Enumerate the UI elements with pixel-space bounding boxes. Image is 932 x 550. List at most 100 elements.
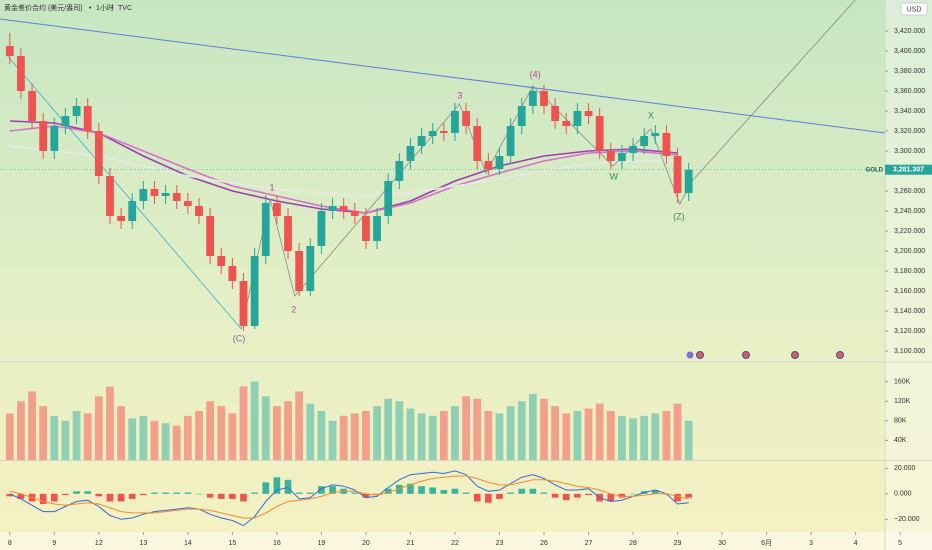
trendline bbox=[0, 18, 885, 134]
macd-histogram-bar bbox=[574, 493, 581, 498]
candle-body bbox=[395, 161, 404, 181]
symbol-title: 黄金差价合约 (美元/盎司) bbox=[4, 3, 83, 12]
candle-body bbox=[172, 193, 181, 201]
volume-bar bbox=[328, 420, 337, 460]
candle-body bbox=[50, 126, 59, 151]
candle-body bbox=[328, 206, 337, 211]
macd-histogram-bar bbox=[518, 488, 526, 494]
volume-bar bbox=[629, 418, 637, 460]
candle-body bbox=[28, 91, 36, 121]
time-axis-panel bbox=[0, 532, 932, 550]
y-tick-label: 3,300.000 bbox=[894, 148, 925, 155]
candle-body bbox=[473, 126, 482, 161]
volume-bar bbox=[673, 403, 682, 460]
event-icon[interactable] bbox=[791, 351, 799, 359]
volume-bar bbox=[195, 411, 203, 460]
candle-body bbox=[373, 216, 381, 241]
candle-body bbox=[506, 126, 515, 156]
y-tick-label: 3,360.000 bbox=[894, 88, 925, 95]
macd-histogram-bar bbox=[173, 492, 181, 494]
event-icon[interactable] bbox=[836, 351, 844, 359]
candle-body bbox=[606, 151, 615, 161]
candle-body bbox=[295, 251, 304, 291]
x-tick-label: 12 bbox=[95, 540, 103, 547]
volume-bar bbox=[261, 396, 270, 460]
macd-histogram-bar bbox=[73, 491, 80, 494]
macd-histogram-bar bbox=[440, 490, 448, 494]
event-icon[interactable] bbox=[696, 351, 704, 359]
header: 黄金差价合约 (美元/盎司) • 1小时 • TVC bbox=[4, 3, 132, 12]
y-tick-label: 3,260.000 bbox=[894, 188, 925, 195]
candle-body bbox=[540, 91, 548, 106]
macd-histogram-bar bbox=[362, 493, 370, 498]
volume-bar bbox=[362, 411, 370, 460]
volume-bar bbox=[428, 415, 437, 460]
event-icon[interactable] bbox=[742, 351, 750, 359]
candle-body bbox=[551, 106, 560, 121]
macd-histogram-bar bbox=[507, 492, 514, 494]
candle-body bbox=[217, 256, 226, 266]
currency-button[interactable] bbox=[900, 2, 928, 16]
candle-body bbox=[128, 201, 137, 221]
volume-bar bbox=[295, 391, 304, 460]
volume-bar bbox=[94, 396, 103, 460]
x-tick-label: 9 bbox=[52, 540, 56, 547]
macd-histogram-bar bbox=[496, 493, 503, 499]
volume-bar bbox=[384, 398, 393, 460]
candle-body bbox=[5, 46, 14, 56]
volume-bar bbox=[306, 403, 315, 460]
volume-bar bbox=[61, 420, 70, 460]
event-icon[interactable] bbox=[686, 351, 694, 359]
volume-bar bbox=[250, 381, 259, 460]
candle-body bbox=[150, 189, 159, 196]
macd-histogram-bar bbox=[251, 492, 258, 494]
volume-bar bbox=[606, 411, 615, 460]
candle-body bbox=[317, 211, 326, 246]
x-tick-label: 28 bbox=[629, 540, 637, 547]
last-price-label: 3,281.307 bbox=[893, 167, 924, 174]
y-tick-label: 3,420.000 bbox=[894, 28, 925, 35]
candle-body bbox=[339, 206, 348, 211]
y-tick-label: 3,160.000 bbox=[894, 288, 925, 295]
candle-body bbox=[428, 131, 437, 136]
x-tick-label: 30 bbox=[718, 540, 726, 547]
volume-bar bbox=[206, 401, 215, 460]
separator: • bbox=[111, 5, 114, 12]
candle-body bbox=[250, 256, 259, 326]
macd-histogram-bar bbox=[329, 486, 336, 494]
macd-histogram-bar bbox=[306, 492, 314, 494]
macd-histogram-bar bbox=[262, 482, 270, 494]
y-tick-label: 3,140.000 bbox=[894, 308, 925, 315]
macd-histogram-bar bbox=[318, 486, 325, 494]
macd-histogram-bar bbox=[395, 484, 403, 494]
y-tick-label: 80K bbox=[894, 418, 907, 425]
volume-bar bbox=[284, 401, 292, 460]
volume-bar bbox=[495, 413, 504, 460]
candle-body bbox=[439, 131, 448, 133]
volume-bar bbox=[39, 406, 48, 460]
y-tick-label: 3,340.000 bbox=[894, 108, 925, 115]
volume-bar bbox=[584, 408, 593, 460]
candle-body bbox=[206, 216, 215, 256]
candle-body bbox=[595, 116, 604, 151]
currency-label[interactable]: USD bbox=[907, 6, 922, 13]
x-tick-label: 21 bbox=[407, 540, 415, 547]
volume-bar bbox=[595, 403, 604, 460]
x-tick-label: 8 bbox=[8, 540, 12, 547]
volume-bar bbox=[462, 396, 470, 460]
candle-body bbox=[195, 206, 203, 216]
volume-bar bbox=[217, 406, 226, 460]
candle-body bbox=[161, 193, 170, 196]
wave-label: W bbox=[610, 171, 619, 181]
macd-histogram-bar bbox=[62, 493, 69, 496]
macd-histogram-bar bbox=[217, 493, 225, 499]
y-tick-label: −20.000 bbox=[894, 516, 920, 523]
wave-label: (4) bbox=[530, 69, 541, 79]
candle-body bbox=[72, 106, 81, 116]
volume-bar bbox=[273, 406, 281, 460]
event-icons bbox=[686, 351, 844, 359]
volume-bar bbox=[128, 418, 137, 460]
x-tick-label: 16 bbox=[273, 540, 281, 547]
volume-bar bbox=[17, 401, 25, 460]
volume-bar bbox=[473, 398, 482, 460]
